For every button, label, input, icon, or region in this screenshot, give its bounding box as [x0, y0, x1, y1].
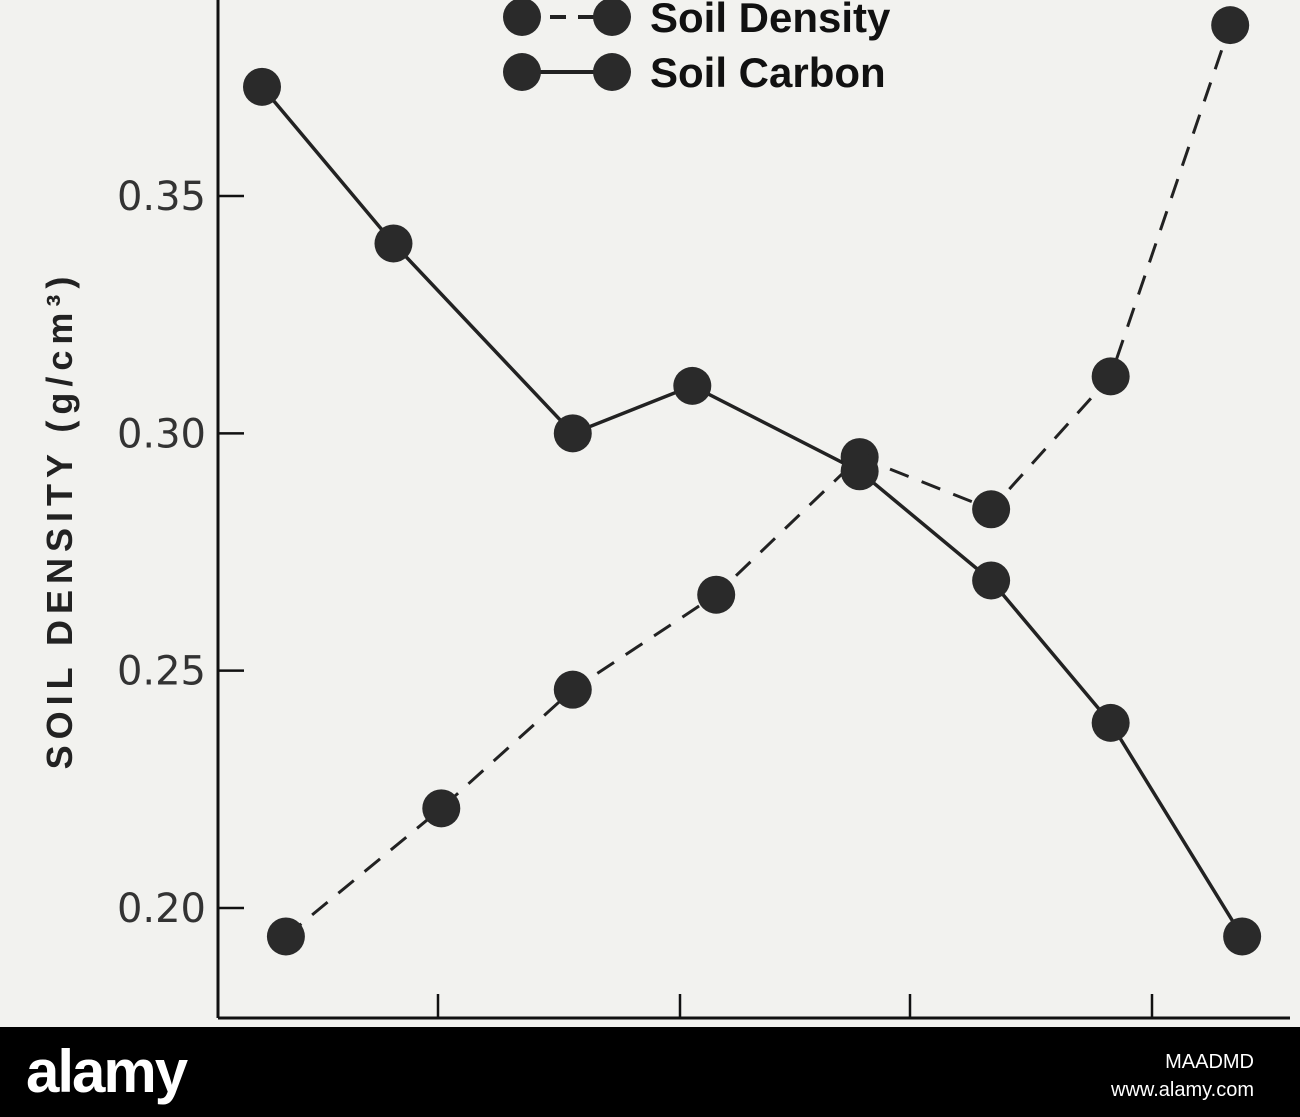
legend-marker-left-2	[503, 53, 541, 91]
series-1-point-6	[972, 490, 1011, 529]
chart: 0.35 0.30 0.25 0.20 SOIL DENSITY (g/cm³) Soil…	[39, 0, 1290, 1020]
y-tick-label-2: 0.30	[117, 411, 206, 457]
series-1-point-8	[1211, 6, 1250, 45]
series-1-point-2	[422, 789, 461, 828]
legend-marker-right-1	[593, 0, 631, 36]
series-2-point-5	[840, 452, 879, 491]
series-1-point-4	[697, 575, 736, 614]
image-id-text: MAADMD	[1165, 1051, 1254, 1073]
series-line-soil-density	[284, 24, 1232, 938]
series-2-point-7	[1091, 703, 1130, 742]
alamy-logo: alamy	[26, 1038, 188, 1105]
series-2-point-2	[374, 224, 413, 263]
series-2-point-1	[243, 67, 281, 106]
site-url-text: www.alamy.com	[1111, 1079, 1254, 1101]
series-line-soil-carbon	[260, 85, 1244, 938]
legend-marker-left-1	[503, 0, 541, 36]
series-1-point-3	[553, 670, 592, 709]
legend-marker-right-2	[593, 53, 631, 91]
legend-label-2: Soil Carbon	[650, 49, 886, 96]
series-1-point-1	[266, 917, 305, 956]
legend-label-1: Soil Density	[650, 0, 891, 41]
y-tick-label-4: 0.20	[117, 886, 206, 932]
y-tick-label-1: 0.35	[117, 174, 206, 220]
series-2-point-3	[553, 414, 592, 453]
y-tick-label-3: 0.25	[117, 649, 206, 695]
y-axis-label: SOIL DENSITY (g/cm³)	[39, 271, 80, 770]
series-1-point-7	[1091, 357, 1130, 396]
watermark-banner: alamy MAADMD www.alamy.com	[0, 1027, 1300, 1117]
series-2-point-4	[673, 366, 712, 405]
series-2-point-8	[1223, 917, 1262, 956]
series-2-point-6	[972, 561, 1011, 600]
